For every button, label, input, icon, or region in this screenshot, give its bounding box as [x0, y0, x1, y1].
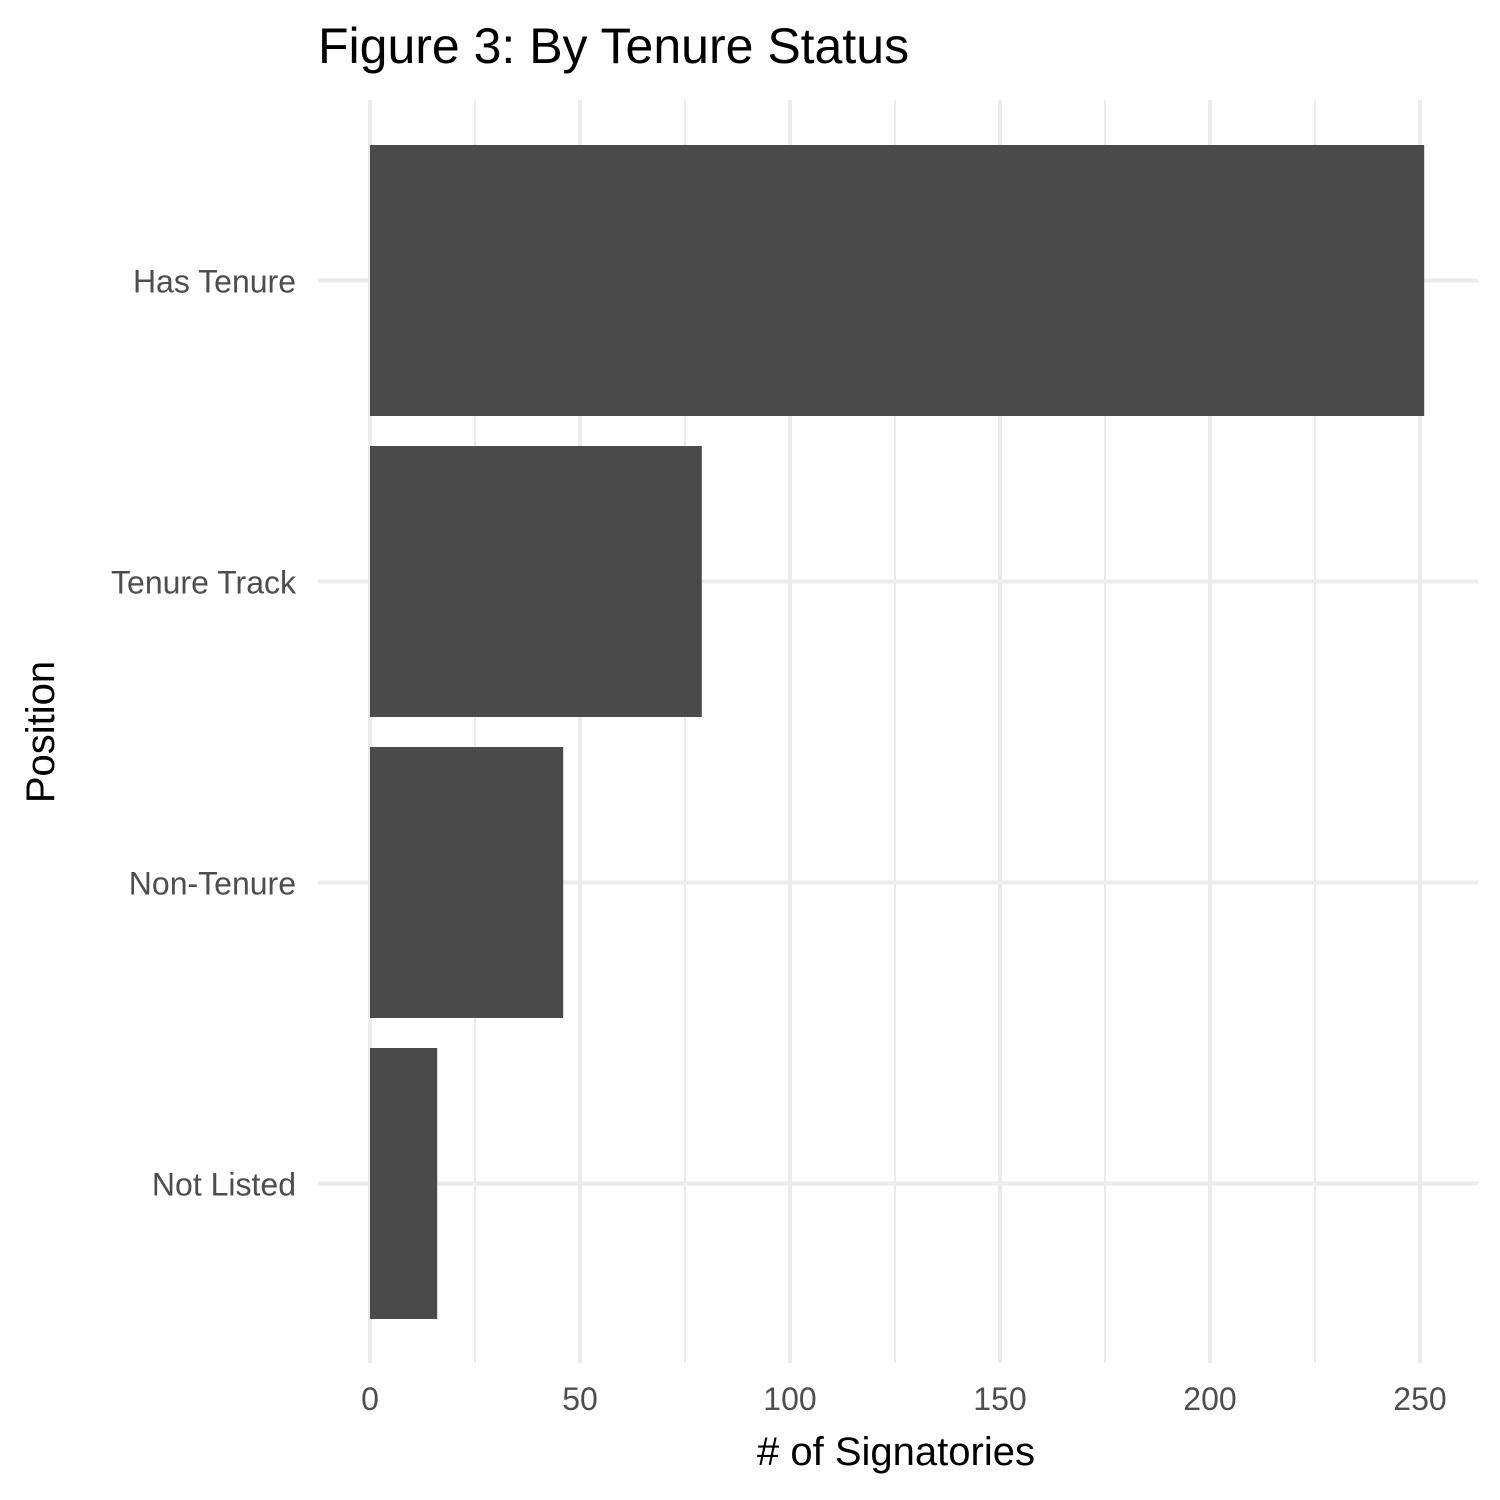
bar-has-tenure	[370, 145, 1425, 416]
bar-not-listed	[370, 1048, 438, 1319]
chart-title: Figure 3: By Tenure Status	[318, 18, 909, 74]
y-tick-labels: Has Tenure Tenure Track Non-Tenure Not List…	[111, 264, 297, 1203]
y-tick-label: Tenure Track	[111, 565, 297, 601]
x-tick-label: 100	[763, 1381, 816, 1417]
y-tick-label: Non-Tenure	[129, 866, 296, 902]
bars	[370, 145, 1425, 1319]
bar-tenure-track	[370, 446, 702, 717]
x-tick-labels: 0 50 100 150 200 250	[361, 1381, 1447, 1417]
x-axis-title: # of Signatories	[757, 1430, 1035, 1474]
x-tick-label: 250	[1393, 1381, 1446, 1417]
x-tick-label: 0	[361, 1381, 379, 1417]
x-tick-label: 200	[1183, 1381, 1236, 1417]
y-tick-label: Has Tenure	[133, 264, 296, 300]
x-tick-label: 50	[562, 1381, 598, 1417]
bar-non-tenure	[370, 747, 564, 1018]
y-tick-label: Not Listed	[152, 1167, 296, 1203]
y-axis-title: Position	[19, 661, 63, 803]
x-tick-label: 150	[973, 1381, 1026, 1417]
